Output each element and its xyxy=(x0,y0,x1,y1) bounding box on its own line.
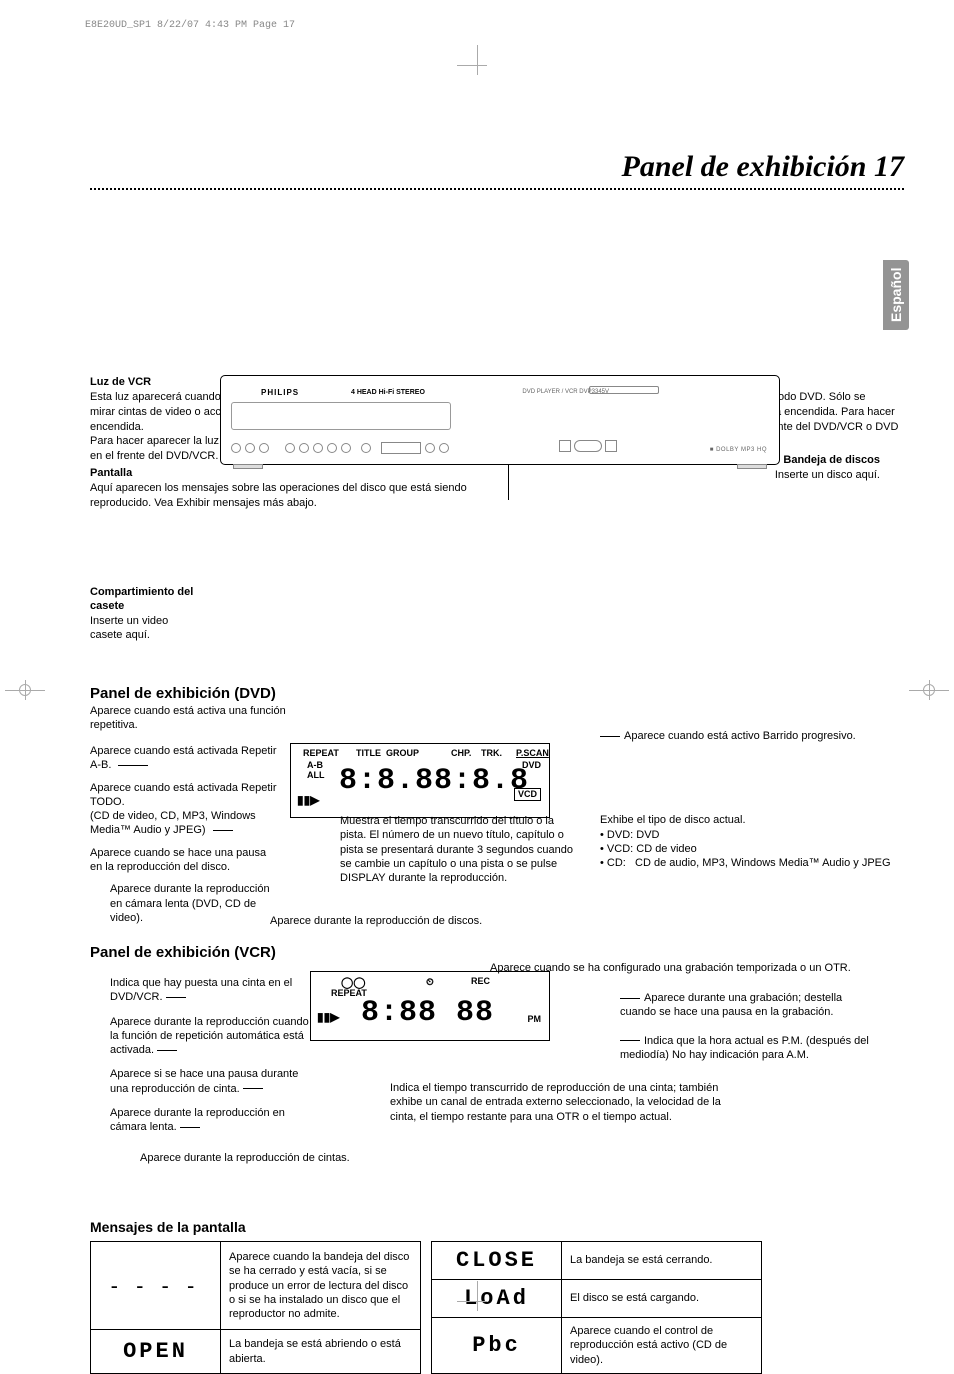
language-tab: Español xyxy=(883,260,909,330)
msg-desc: La bandeja se está cerrando. xyxy=(562,1242,762,1280)
dvd-ann-slow: Aparece durante la reproducción en cámar… xyxy=(110,882,280,925)
device-foot-l xyxy=(233,464,263,469)
cassette-label: Compartimiento del casete Inserte un vid… xyxy=(90,585,200,642)
vcr-center-note: Indica el tiempo transcurrido de reprodu… xyxy=(390,1081,750,1124)
pantalla-text: Pantalla Aquí aparecen los mensajes sobr… xyxy=(90,466,500,511)
vcr-ann-repeat: Aparece durante la reproducción cuando l… xyxy=(110,1015,310,1058)
vcr-ann-rec: Aparece durante una grabación; destella … xyxy=(620,991,870,1020)
dvd-ann-all: Aparece cuando está activada Repetir TOD… xyxy=(90,781,280,838)
table-row: OPEN La bandeja se está abriendo o está … xyxy=(91,1330,421,1374)
messages-heading: Mensajes de la pantalla xyxy=(90,1219,904,1235)
crop-mark-left xyxy=(5,680,45,700)
msg-disp-close: CLOSE xyxy=(456,1248,537,1273)
dvd-center-note: Muestra el tiempo transcurrido del títul… xyxy=(340,814,580,885)
dvd-lcd: REPEAT TITLE GROUP CHP. TRK. P.SCAN A-B … xyxy=(290,743,550,818)
vcr-lcd: ◯◯ ⏲ REC REPEAT ▮▮▶ PM 8:88 88 xyxy=(310,971,550,1041)
device-model: DVD PLAYER / VCR DVP3345V xyxy=(522,388,609,396)
dvd-ann-ab: Aparece cuando está activada Repetir A-B… xyxy=(90,744,280,773)
dvd-ann-pause: Aparece cuando se hace una pausa en la r… xyxy=(90,846,280,875)
dvd-bottom-note: Aparece durante la reproducción de disco… xyxy=(270,914,482,928)
messages-table-left: - - - - Aparece cuando la bandeja del di… xyxy=(90,1241,421,1374)
table-row: - - - - Aparece cuando la bandeja del di… xyxy=(91,1242,421,1330)
msg-desc: Aparece cuando la bandeja del disco se h… xyxy=(221,1242,421,1330)
dvd-panel-heading: Panel de exhibición (DVD) xyxy=(90,685,904,702)
vcr-ann-slow: Aparece durante la reproducción en cámar… xyxy=(110,1106,310,1135)
vcr-ann-pm: Indica que la hora actual es P.M. (despu… xyxy=(620,1034,870,1063)
vcr-controls xyxy=(231,438,491,458)
vcr-ann-timer: Aparece cuando se ha configurado una gra… xyxy=(490,961,890,975)
msg-disp-open: OPEN xyxy=(123,1339,188,1364)
dvd-ann-type: Exhibe el tipo de disco actual. • DVD: D… xyxy=(600,813,900,870)
dvd-note-top: Aparece cuando está activa una función r… xyxy=(90,704,310,733)
crop-mark-top xyxy=(467,55,487,75)
dvd-controls xyxy=(559,438,659,454)
cassette-slot xyxy=(231,402,451,430)
page-title: Panel de exhibición 17 xyxy=(90,150,904,184)
msg-desc: Aparece cuando el control de reproducció… xyxy=(562,1318,762,1374)
device-logos: ■ DOLBY MP3 HQ xyxy=(710,446,767,454)
dvd-ann-pscan: Aparece cuando está activo Barrido progr… xyxy=(600,729,900,743)
device-stereo: 4 HEAD Hi-Fi STEREO xyxy=(351,388,425,397)
msg-disp-dashes: - - - - xyxy=(111,1273,201,1298)
msg-disp-pbc: Pbc xyxy=(472,1333,521,1358)
device-brand: PHILIPS xyxy=(261,388,299,399)
table-row: CLOSE La bandeja se está cerrando. xyxy=(432,1242,762,1280)
title-divider xyxy=(90,188,904,190)
print-header: E8E20UD_SP1 8/22/07 4:43 PM Page 17 xyxy=(85,20,295,31)
msg-desc: El disco se está cargando. xyxy=(562,1280,762,1318)
crop-mark-bottom xyxy=(467,1291,487,1311)
crop-mark-right xyxy=(909,680,949,700)
vcr-bottom-note: Aparece durante la reproducción de cinta… xyxy=(140,1151,350,1165)
device-illustration: PHILIPS 4 HEAD Hi-Fi STEREO DVD PLAYER /… xyxy=(220,375,780,465)
vcr-ann-pause: Aparece si se hace una pausa durante una… xyxy=(110,1067,310,1096)
vcr-ann-tape: Indica que hay puesta una cinta en el DV… xyxy=(110,976,310,1005)
device-foot-r xyxy=(737,464,767,469)
table-row: Pbc Aparece cuando el control de reprodu… xyxy=(432,1318,762,1374)
msg-desc: La bandeja se está abriendo o está abier… xyxy=(221,1330,421,1374)
